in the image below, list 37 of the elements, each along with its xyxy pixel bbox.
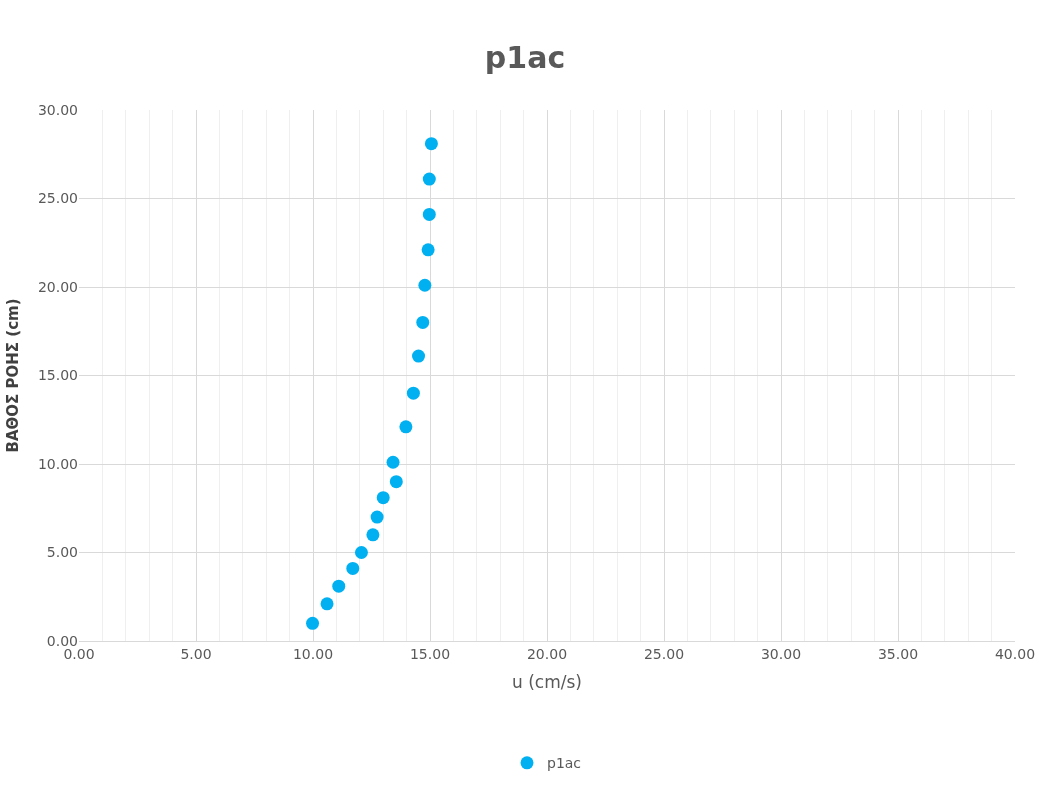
y-tick-label: 30.00 bbox=[37, 101, 78, 118]
x-tick-label: 40.00 bbox=[994, 645, 1036, 662]
x-tick-label: 25.00 bbox=[643, 645, 685, 662]
y-tick-label: 20.00 bbox=[37, 278, 78, 295]
point bbox=[412, 349, 426, 363]
chart-title: p1ac bbox=[484, 40, 566, 76]
point bbox=[389, 475, 403, 489]
x-tick-label: 20.00 bbox=[526, 645, 568, 662]
legend-label: p1ac bbox=[547, 755, 582, 772]
point bbox=[416, 315, 430, 329]
y-tick-label: 5.00 bbox=[46, 544, 78, 561]
point bbox=[386, 455, 400, 469]
x-tick-label: 15.00 bbox=[409, 645, 451, 662]
x-tick-label: 10.00 bbox=[292, 645, 334, 662]
y-axis-title: ΒΑΘΟΣ ΡΟΗΣ (cm) bbox=[4, 298, 23, 453]
point bbox=[306, 616, 320, 630]
point bbox=[354, 546, 368, 559]
point bbox=[422, 172, 436, 186]
y-tick-label: 15.00 bbox=[37, 367, 78, 384]
x-axis-title: u (cm/s) bbox=[512, 672, 582, 693]
point bbox=[399, 420, 413, 434]
point bbox=[424, 137, 438, 151]
point bbox=[320, 597, 334, 611]
x-tick-label: 30.00 bbox=[760, 645, 802, 662]
point bbox=[418, 278, 432, 292]
y-tick-label: 25.00 bbox=[37, 190, 78, 207]
point bbox=[406, 386, 420, 400]
point bbox=[422, 207, 436, 221]
point bbox=[332, 579, 346, 593]
x-tick-label: 35.00 bbox=[877, 645, 919, 662]
point bbox=[366, 528, 380, 542]
point bbox=[376, 491, 390, 505]
point bbox=[421, 243, 435, 257]
point bbox=[370, 510, 384, 524]
x-tick-label: 5.00 bbox=[180, 645, 212, 662]
point bbox=[346, 561, 360, 575]
y-tick-label: 10.00 bbox=[37, 455, 78, 472]
